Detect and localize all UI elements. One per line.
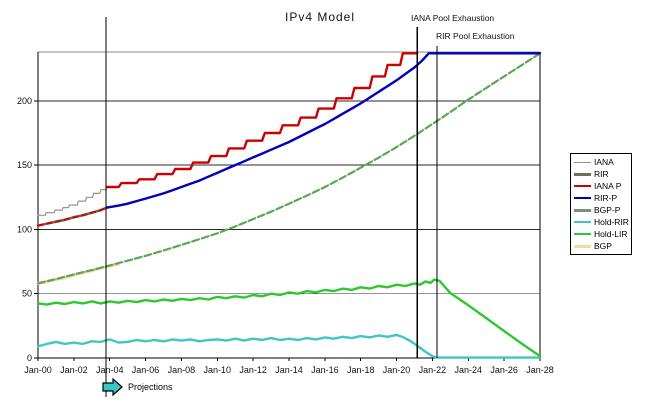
x-tick-label: Jan-22 [419, 365, 447, 375]
y-tick-label: 0 [27, 353, 32, 363]
x-tick-label: Jan-00 [24, 365, 52, 375]
series-line-hold-lir [36, 278, 542, 358]
x-tick-label: Jan-06 [132, 365, 160, 375]
legend-label: Hold-RIR [594, 217, 629, 227]
legend-swatch [574, 197, 591, 199]
projections-marker: Projections [100, 375, 173, 399]
x-tick-label: Jan-04 [96, 365, 124, 375]
legend-label: BGP-P [594, 205, 621, 215]
legend: IANA RIR IANA P RIR-P BGP-P Hold-RIR Hold-LIR B… [570, 153, 632, 255]
x-tick-label: Jan-26 [490, 365, 518, 375]
x-tick-label: Jan-24 [455, 365, 483, 375]
legend-label: Hold-LIR [594, 229, 628, 239]
legend-label: BGP [594, 241, 612, 251]
legend-swatch [574, 233, 591, 235]
legend-item-iana-p: IANA P [574, 181, 628, 192]
x-tick-label: Jan-18 [347, 365, 375, 375]
x-tick-label: Jan-08 [168, 365, 196, 375]
series-line-iana-p [105, 52, 419, 189]
y-tick-label: 150 [17, 160, 32, 170]
legend-swatch [574, 244, 591, 248]
annotation-rir-pool-exhaustion: RIR Pool Exhaustion [436, 31, 515, 41]
legend-item-rir-p: RIR-P [574, 193, 628, 204]
x-tick-label: Jan-12 [239, 365, 267, 375]
legend-label: RIR-P [594, 193, 618, 203]
legend-label: RIR [594, 169, 609, 179]
chart-title: IPv4 Model [284, 10, 356, 24]
x-tick-label: Jan-28 [526, 365, 554, 375]
y-tick-label: 100 [17, 224, 32, 234]
legend-item-hold-rir: Hold-RIR [574, 217, 629, 228]
legend-label: IANA P [594, 181, 622, 191]
legend-item-bgp: BGP [574, 241, 628, 252]
y-tick-label: 50 [22, 289, 32, 299]
series-line-iana [37, 186, 108, 216]
x-tick-label: Jan-10 [204, 365, 232, 375]
x-tick-label: Jan-20 [383, 365, 411, 375]
y-tick-label: 200 [17, 96, 32, 106]
legend-item-bgp-p: BGP-P [574, 205, 628, 216]
series-line-bgp-p [36, 52, 542, 285]
series-line-bgp-p-overlay [37, 52, 541, 285]
series-line-rir-p [105, 52, 542, 209]
x-tick-label: Jan-02 [60, 365, 88, 375]
legend-item-hold-lir: Hold-LIR [574, 229, 628, 240]
series-line-hold-rir [36, 333, 542, 359]
x-tick-label: Jan-14 [275, 365, 303, 375]
x-tick-label: Jan-16 [311, 365, 339, 375]
projections-label: Projections [128, 382, 173, 392]
legend-item-iana: IANA [574, 157, 628, 168]
legend-swatch [574, 208, 591, 212]
projections-arrow-icon [102, 377, 123, 397]
legend-swatch [574, 221, 591, 223]
legend-item-rir: RIR [574, 169, 628, 180]
legend-swatch [574, 172, 591, 176]
annotation-iana-pool-exhaustion: IANA Pool Exhaustion [411, 13, 495, 23]
legend-label: IANA [594, 157, 614, 167]
legend-swatch [574, 161, 591, 163]
series-line-iana-p-fit [37, 206, 108, 227]
legend-swatch [574, 185, 591, 187]
